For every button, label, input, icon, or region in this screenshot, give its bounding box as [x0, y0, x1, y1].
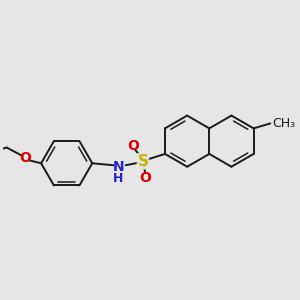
- Text: O: O: [140, 170, 151, 184]
- Text: O: O: [20, 152, 31, 165]
- Text: H: H: [113, 172, 124, 184]
- Text: N: N: [112, 160, 124, 174]
- Text: CH₃: CH₃: [272, 117, 296, 130]
- Text: S: S: [137, 154, 148, 169]
- Text: O: O: [127, 139, 139, 153]
